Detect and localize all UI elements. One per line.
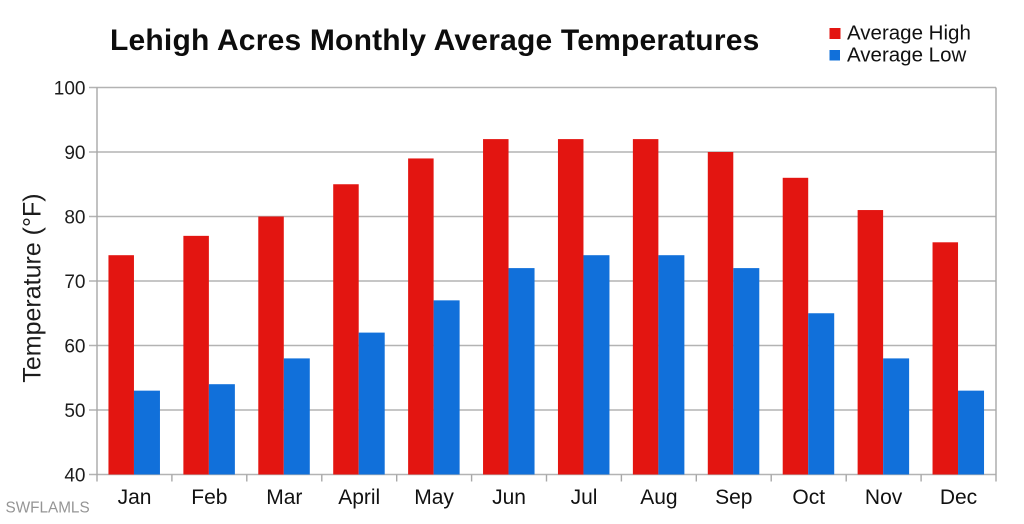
svg-text:Average Low: Average Low: [847, 44, 966, 67]
svg-text:100: 100: [54, 78, 86, 99]
svg-text:Sep: Sep: [715, 486, 752, 509]
svg-text:April: April: [338, 486, 380, 509]
svg-text:50: 50: [64, 401, 85, 422]
svg-text:60: 60: [64, 336, 85, 357]
svg-text:Average High: Average High: [847, 22, 971, 45]
svg-text:Aug: Aug: [640, 486, 677, 509]
svg-text:Feb: Feb: [191, 486, 227, 509]
svg-text:Lehigh Acres Monthly Average T: Lehigh Acres Monthly Average Temperature…: [110, 24, 759, 57]
svg-text:Mar: Mar: [266, 486, 302, 509]
svg-text:Jun: Jun: [492, 486, 526, 509]
svg-text:Temperature (°F): Temperature (°F): [19, 193, 47, 382]
svg-text:Nov: Nov: [865, 486, 903, 509]
svg-text:40: 40: [64, 465, 85, 486]
svg-text:May: May: [414, 486, 454, 509]
svg-text:Dec: Dec: [940, 486, 977, 509]
svg-text:Oct: Oct: [792, 486, 825, 509]
svg-text:90: 90: [64, 143, 85, 164]
svg-text:SWFLAMLS: SWFLAMLS: [6, 500, 90, 517]
svg-text:70: 70: [64, 272, 85, 293]
svg-text:80: 80: [64, 207, 85, 228]
svg-text:Jul: Jul: [571, 486, 598, 509]
svg-text:Jan: Jan: [118, 486, 152, 509]
